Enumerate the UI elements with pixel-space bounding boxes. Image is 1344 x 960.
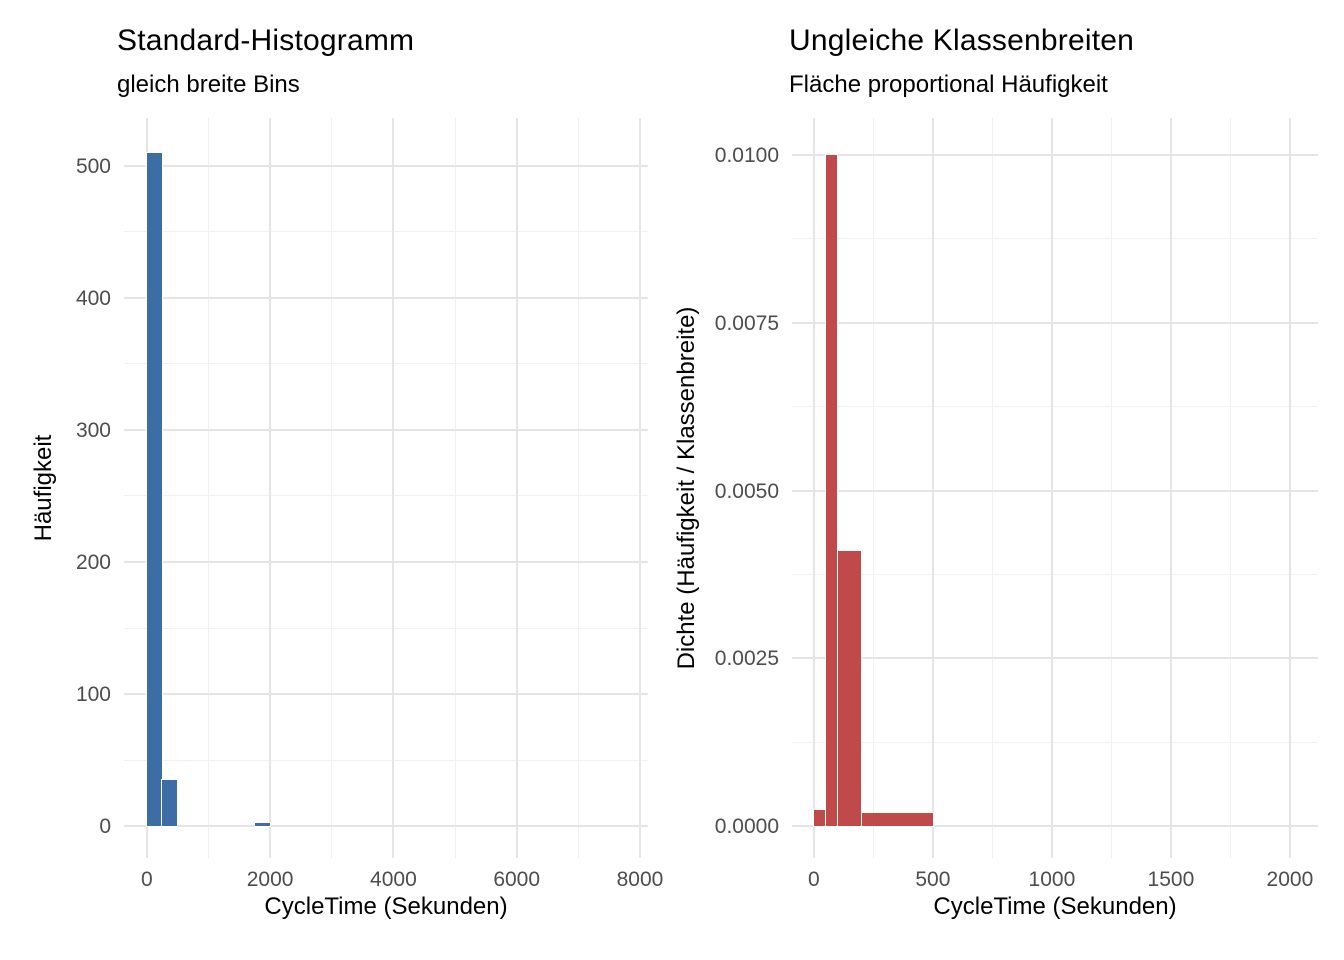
gridline-minor — [124, 759, 648, 761]
histogram-bar — [860, 812, 934, 828]
gridline-minor — [124, 627, 648, 629]
gridline-major — [269, 118, 272, 858]
x-tick-label: 6000 — [493, 868, 541, 891]
histogram-bar — [836, 550, 863, 828]
y-tick-label: 400 — [75, 286, 111, 310]
histogram-bar — [161, 779, 179, 828]
gridline-minor — [577, 118, 579, 858]
gridline-major — [124, 825, 648, 828]
y-tick-label: 0.0075 — [714, 311, 779, 335]
y-tick-label: 0.0100 — [714, 143, 779, 167]
y-tick-label: 0.0000 — [714, 815, 779, 839]
y-tick-label: 300 — [75, 418, 111, 442]
histogram-bar — [825, 153, 839, 828]
chart-subtitle: Fläche proportional Häufigkeit — [789, 71, 1108, 98]
x-tick-label: 0 — [140, 868, 153, 891]
gridline-major — [124, 296, 648, 299]
gridline-minor — [124, 363, 648, 365]
x-tick-label: 8000 — [616, 868, 664, 891]
gridline-major — [392, 118, 395, 858]
gridline-minor — [207, 118, 209, 858]
y-tick-label: 500 — [75, 154, 111, 178]
gridline-major — [1050, 118, 1053, 858]
gridline-major — [515, 118, 518, 858]
gridline-minor — [124, 231, 648, 233]
gridline-major — [124, 693, 648, 696]
histogram-bar — [146, 151, 163, 828]
x-tick-label: 500 — [915, 868, 951, 891]
gridline-major — [792, 657, 1318, 660]
gridline-major — [812, 118, 815, 858]
y-tick-label: 0.0050 — [714, 479, 779, 503]
x-tick-label: 2000 — [246, 868, 294, 891]
gridline-minor — [1110, 118, 1112, 858]
gridline-minor — [1229, 118, 1231, 858]
gridline-major — [124, 164, 648, 167]
gridline-major — [1169, 118, 1172, 858]
gridline-minor — [792, 406, 1318, 408]
gridline-minor — [331, 118, 333, 858]
x-tick-label: 2000 — [1266, 868, 1314, 891]
gridline-minor — [454, 118, 456, 858]
x-tick-label: 1500 — [1147, 868, 1195, 891]
gridline-major — [792, 321, 1318, 324]
x-tick-label: 1000 — [1028, 868, 1076, 891]
chart-subtitle: gleich breite Bins — [117, 71, 300, 98]
gridline-minor — [872, 118, 874, 858]
x-tick-label: 0 — [808, 868, 820, 891]
x-axis-title: CycleTime (Sekunden) — [264, 893, 508, 920]
x-axis-title: CycleTime (Sekunden) — [933, 893, 1177, 920]
gridline-minor — [792, 238, 1318, 240]
y-tick-label: 0.0025 — [714, 647, 779, 671]
gridline-major — [124, 561, 648, 563]
histogram-bar — [253, 821, 271, 828]
chart-title: Ungleiche Klassenbreiten — [789, 24, 1135, 57]
gridline-major — [124, 428, 648, 431]
gridline-major — [1288, 118, 1291, 858]
y-axis-title: Häufigkeit — [30, 434, 57, 542]
gridline-minor — [792, 741, 1318, 743]
gridline-minor — [991, 118, 993, 858]
chart-title: Standard-Histogramm — [117, 24, 415, 57]
gridline-minor — [124, 495, 648, 497]
gridline-minor — [792, 573, 1318, 575]
y-tick-label: 200 — [75, 551, 111, 574]
gridline-major — [792, 153, 1318, 156]
y-tick-label: 100 — [75, 683, 111, 707]
gridline-major — [931, 118, 934, 858]
gridline-major — [792, 825, 1318, 828]
x-tick-label: 4000 — [370, 868, 417, 891]
y-tick-label: 0 — [99, 815, 111, 839]
gridline-major — [792, 489, 1318, 492]
gridline-major — [638, 118, 641, 858]
